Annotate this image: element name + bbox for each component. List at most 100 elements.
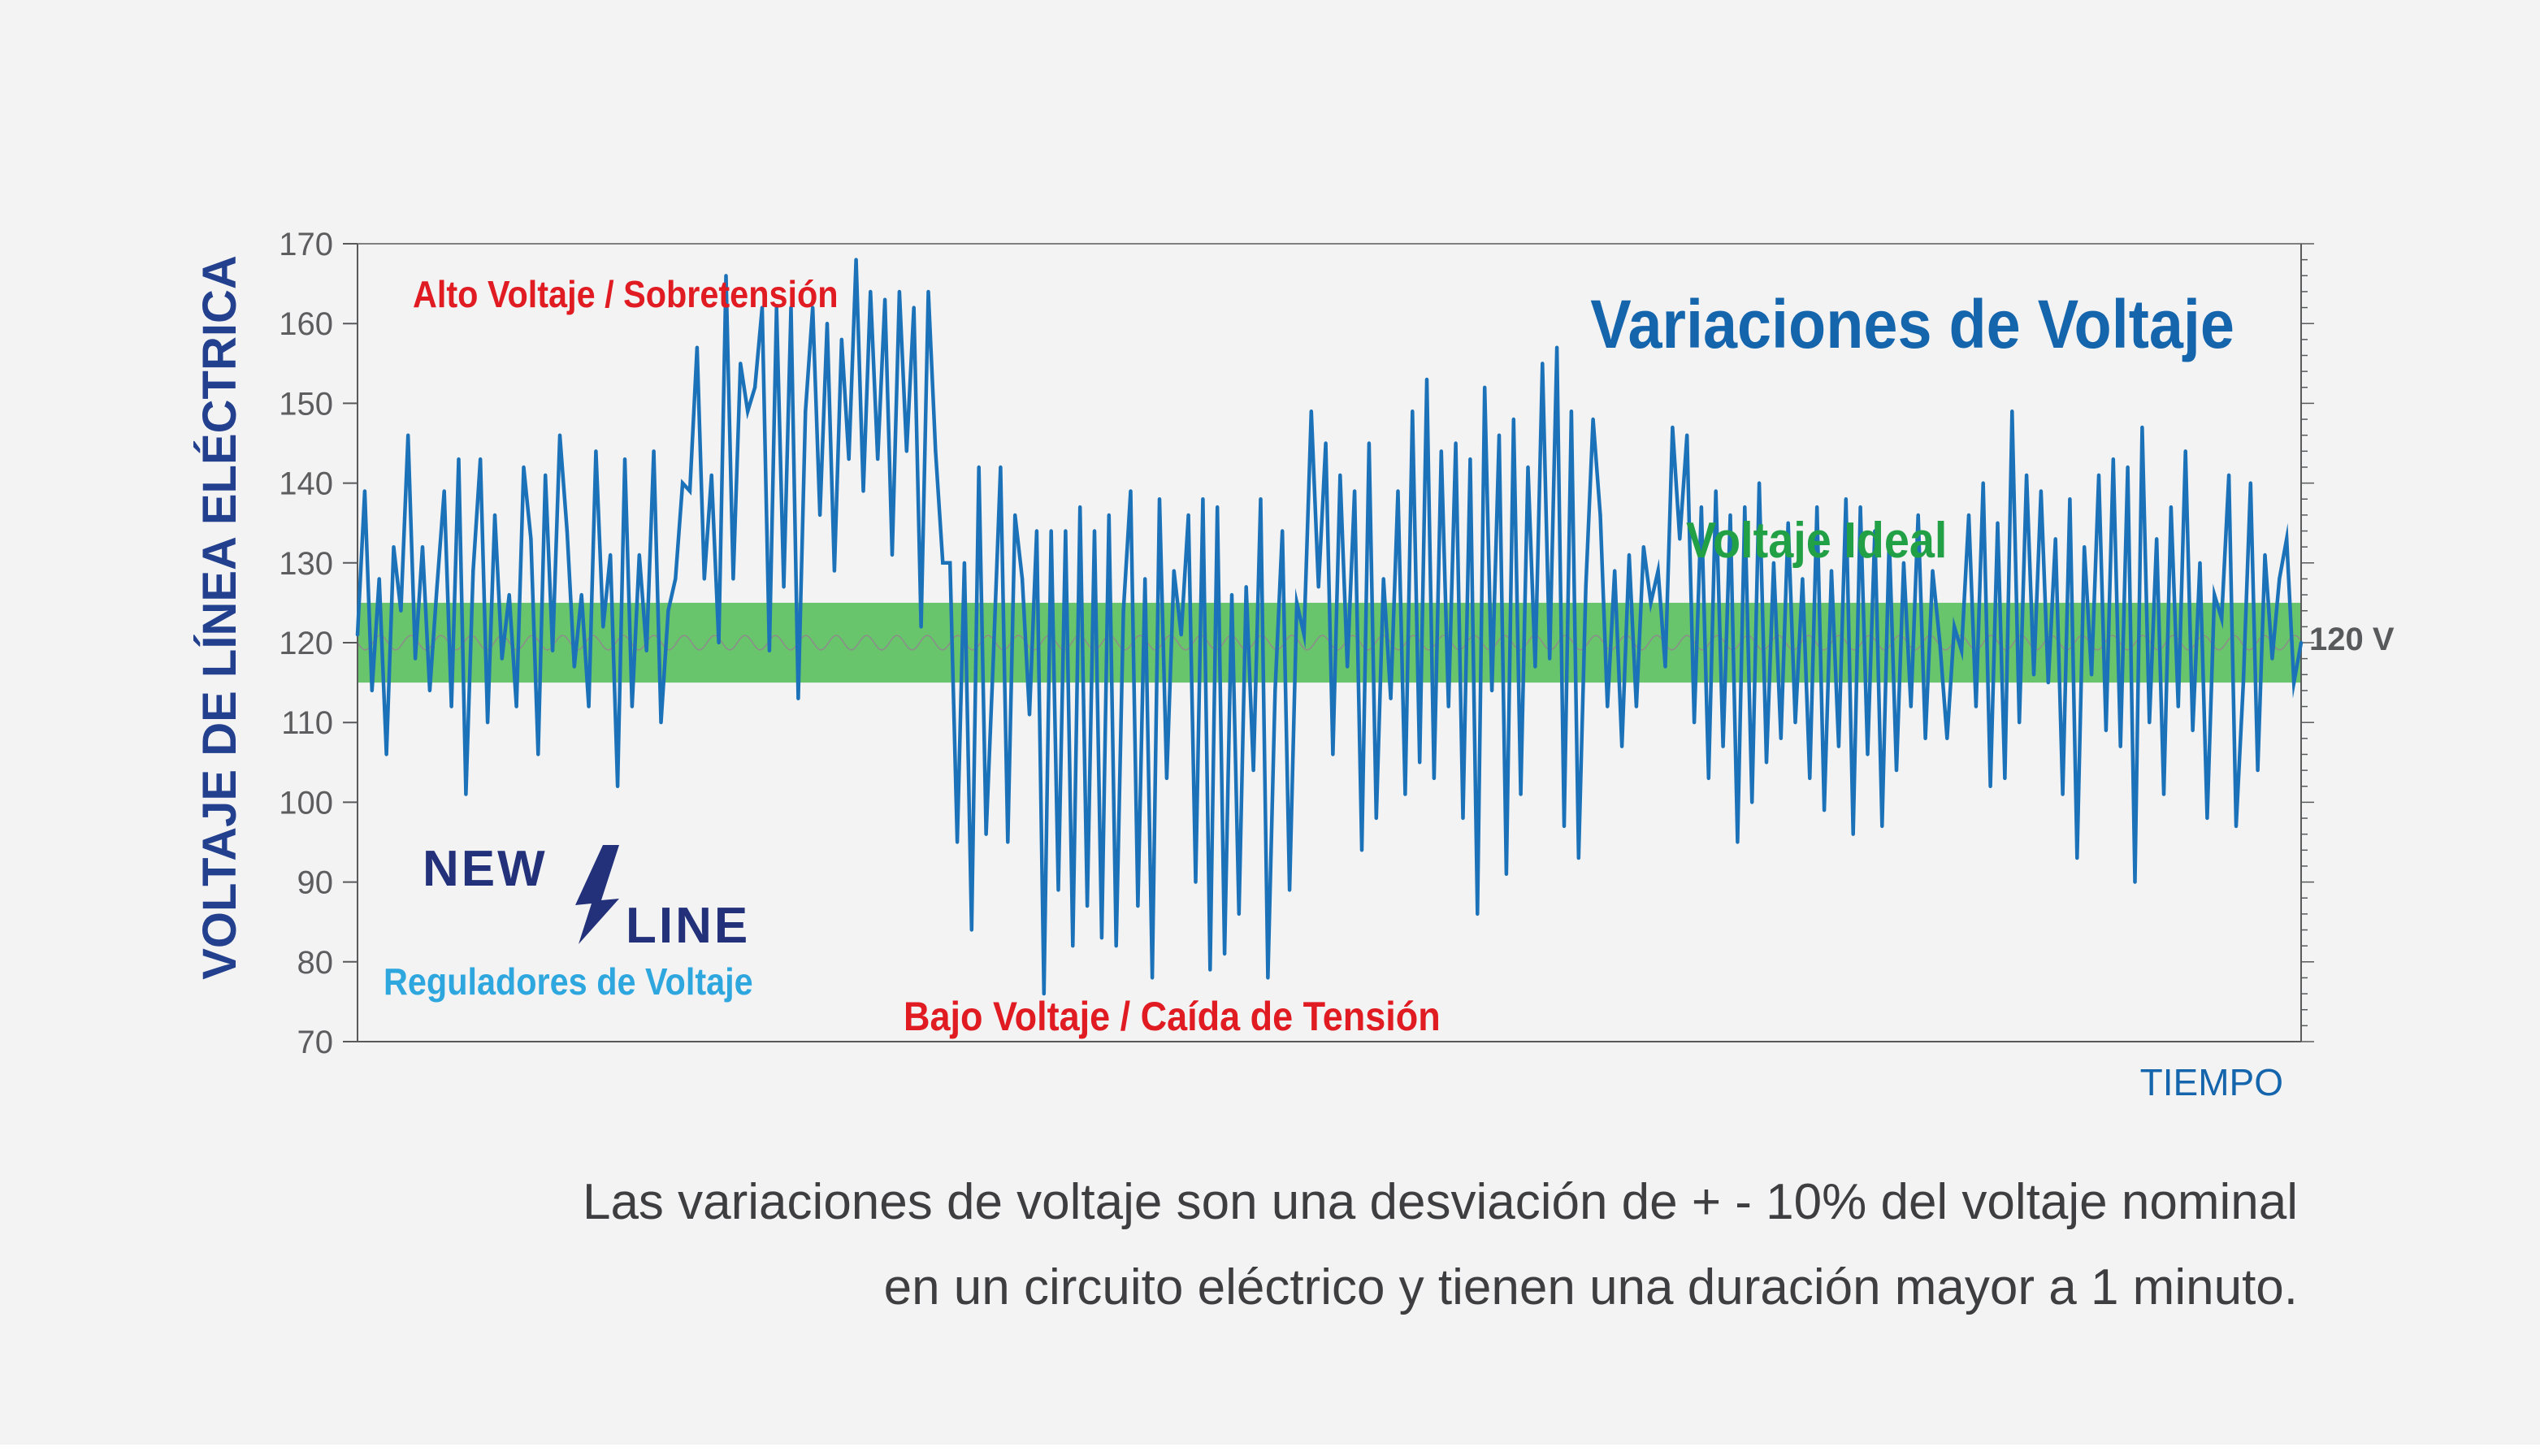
voltage-data-point [565, 529, 570, 533]
voltage-data-point [2191, 728, 2195, 733]
voltage-data-point [1352, 489, 1357, 493]
voltage-data-point [1092, 529, 1097, 533]
voltage-data-point [962, 561, 967, 565]
voltage-data-point [1728, 513, 1732, 518]
caption-line-2: en un circuito eléctrico y tienen una du… [883, 1259, 2298, 1315]
voltage-data-point [2226, 473, 2231, 477]
voltage-data-point [2291, 680, 2296, 685]
voltage-data-point [2096, 473, 2101, 477]
voltage-data-point [2024, 473, 2029, 477]
voltage-data-point [1374, 816, 1379, 821]
voltage-data-point [1981, 481, 1985, 485]
voltage-data-point [1359, 848, 1364, 852]
voltage-data-point [1736, 840, 1740, 844]
voltage-data-point [1389, 696, 1393, 700]
low-voltage-annotation: Bajo Voltaje / Caída de Tensión [904, 994, 1441, 1040]
voltage-data-point [1988, 784, 1992, 788]
voltage-data-point [977, 465, 981, 470]
voltage-data-point [1150, 976, 1155, 980]
voltage-data-point [1446, 704, 1450, 708]
voltage-data-point [1866, 752, 1870, 756]
voltage-data-point [1085, 904, 1090, 908]
voltage-data-point [2111, 457, 2115, 462]
voltage-data-point [637, 552, 641, 557]
voltage-data-point [1548, 656, 1552, 661]
chart-title: Variaciones de Voltaje [1590, 286, 2234, 362]
voltage-data-point [1692, 721, 1697, 725]
voltage-data-point [1439, 449, 1444, 453]
y-tick-label: 100 [279, 785, 333, 821]
y-tick-label: 120 [279, 626, 333, 661]
voltage-data-point [2104, 728, 2109, 733]
voltage-data-point [601, 625, 605, 629]
voltage-data-point [717, 640, 721, 645]
voltage-data-point [427, 688, 432, 693]
voltage-data-point [2213, 592, 2217, 597]
voltage-data-point [1576, 856, 1581, 860]
brand-name-bottom: LINE [626, 898, 750, 954]
voltage-data-point [746, 410, 750, 414]
voltage-data-point [1302, 633, 1307, 637]
voltage-data-point [2031, 673, 2036, 677]
voltage-data-point [1078, 505, 1082, 509]
voltage-data-point [1476, 912, 1480, 916]
voltage-data-point [1519, 792, 1523, 796]
voltage-data-point [507, 592, 511, 597]
y-tick-label: 140 [279, 466, 333, 502]
voltage-data-point [1504, 872, 1509, 877]
voltage-data-point [882, 297, 887, 301]
voltage-data-point [399, 609, 403, 613]
voltage-data-point [1483, 385, 1487, 389]
voltage-data-point [1251, 768, 1255, 773]
voltage-data-point [1129, 489, 1133, 493]
voltage-data-point [1107, 513, 1112, 518]
voltage-data-point [1309, 410, 1314, 414]
voltage-data-point [1641, 545, 1646, 549]
voltage-data-point [1056, 888, 1060, 892]
voltage-data-point [1554, 345, 1559, 349]
voltage-data-point [1685, 433, 1689, 437]
voltage-data-point [457, 457, 461, 462]
voltage-data-point [687, 489, 692, 493]
voltage-data-point [644, 648, 648, 652]
voltage-data-point [1627, 552, 1632, 557]
voltage-data-point [1281, 529, 1285, 533]
voltage-data-point [739, 362, 743, 366]
voltage-data-point [1424, 377, 1429, 382]
voltage-data-point [1634, 704, 1639, 708]
voltage-data-point [2053, 537, 2057, 541]
y-tick-label: 160 [279, 306, 333, 342]
voltage-data-point [1953, 625, 1957, 629]
voltage-data-point [890, 552, 895, 557]
voltage-data-point [1259, 497, 1263, 501]
voltage-data-point [1663, 665, 1667, 669]
voltage-data-point [1013, 513, 1017, 518]
voltage-data-point [1489, 688, 1494, 693]
voltage-data-point [876, 457, 880, 462]
voltage-data-point [1034, 529, 1039, 533]
voltage-data-point [2278, 577, 2282, 581]
voltage-data-point [1916, 513, 1920, 518]
voltage-data-point [817, 513, 822, 518]
voltage-data-point [2089, 673, 2094, 677]
voltage-data-point [2220, 617, 2224, 621]
voltage-data-point [630, 704, 635, 708]
voltage-data-point [1164, 776, 1169, 781]
voltage-data-point [948, 561, 952, 565]
voltage-data-point [1894, 768, 1899, 773]
voltage-data-point [1619, 744, 1624, 748]
voltage-data-point [659, 721, 663, 725]
voltage-data-point [1822, 808, 1827, 812]
voltage-data-point [666, 609, 670, 613]
voltage-data-point [1801, 577, 1805, 581]
voltage-data-point [904, 449, 909, 453]
voltage-data-point [2234, 824, 2239, 829]
voltage-data-point [1836, 744, 1841, 748]
voltage-data-point [1996, 521, 2000, 525]
voltage-data-point [1042, 991, 1047, 996]
nominal-voltage-label: 120 V [2309, 622, 2395, 657]
voltage-data-point [674, 577, 678, 581]
voltage-data-point [522, 465, 526, 470]
voltage-data-point [731, 577, 735, 581]
